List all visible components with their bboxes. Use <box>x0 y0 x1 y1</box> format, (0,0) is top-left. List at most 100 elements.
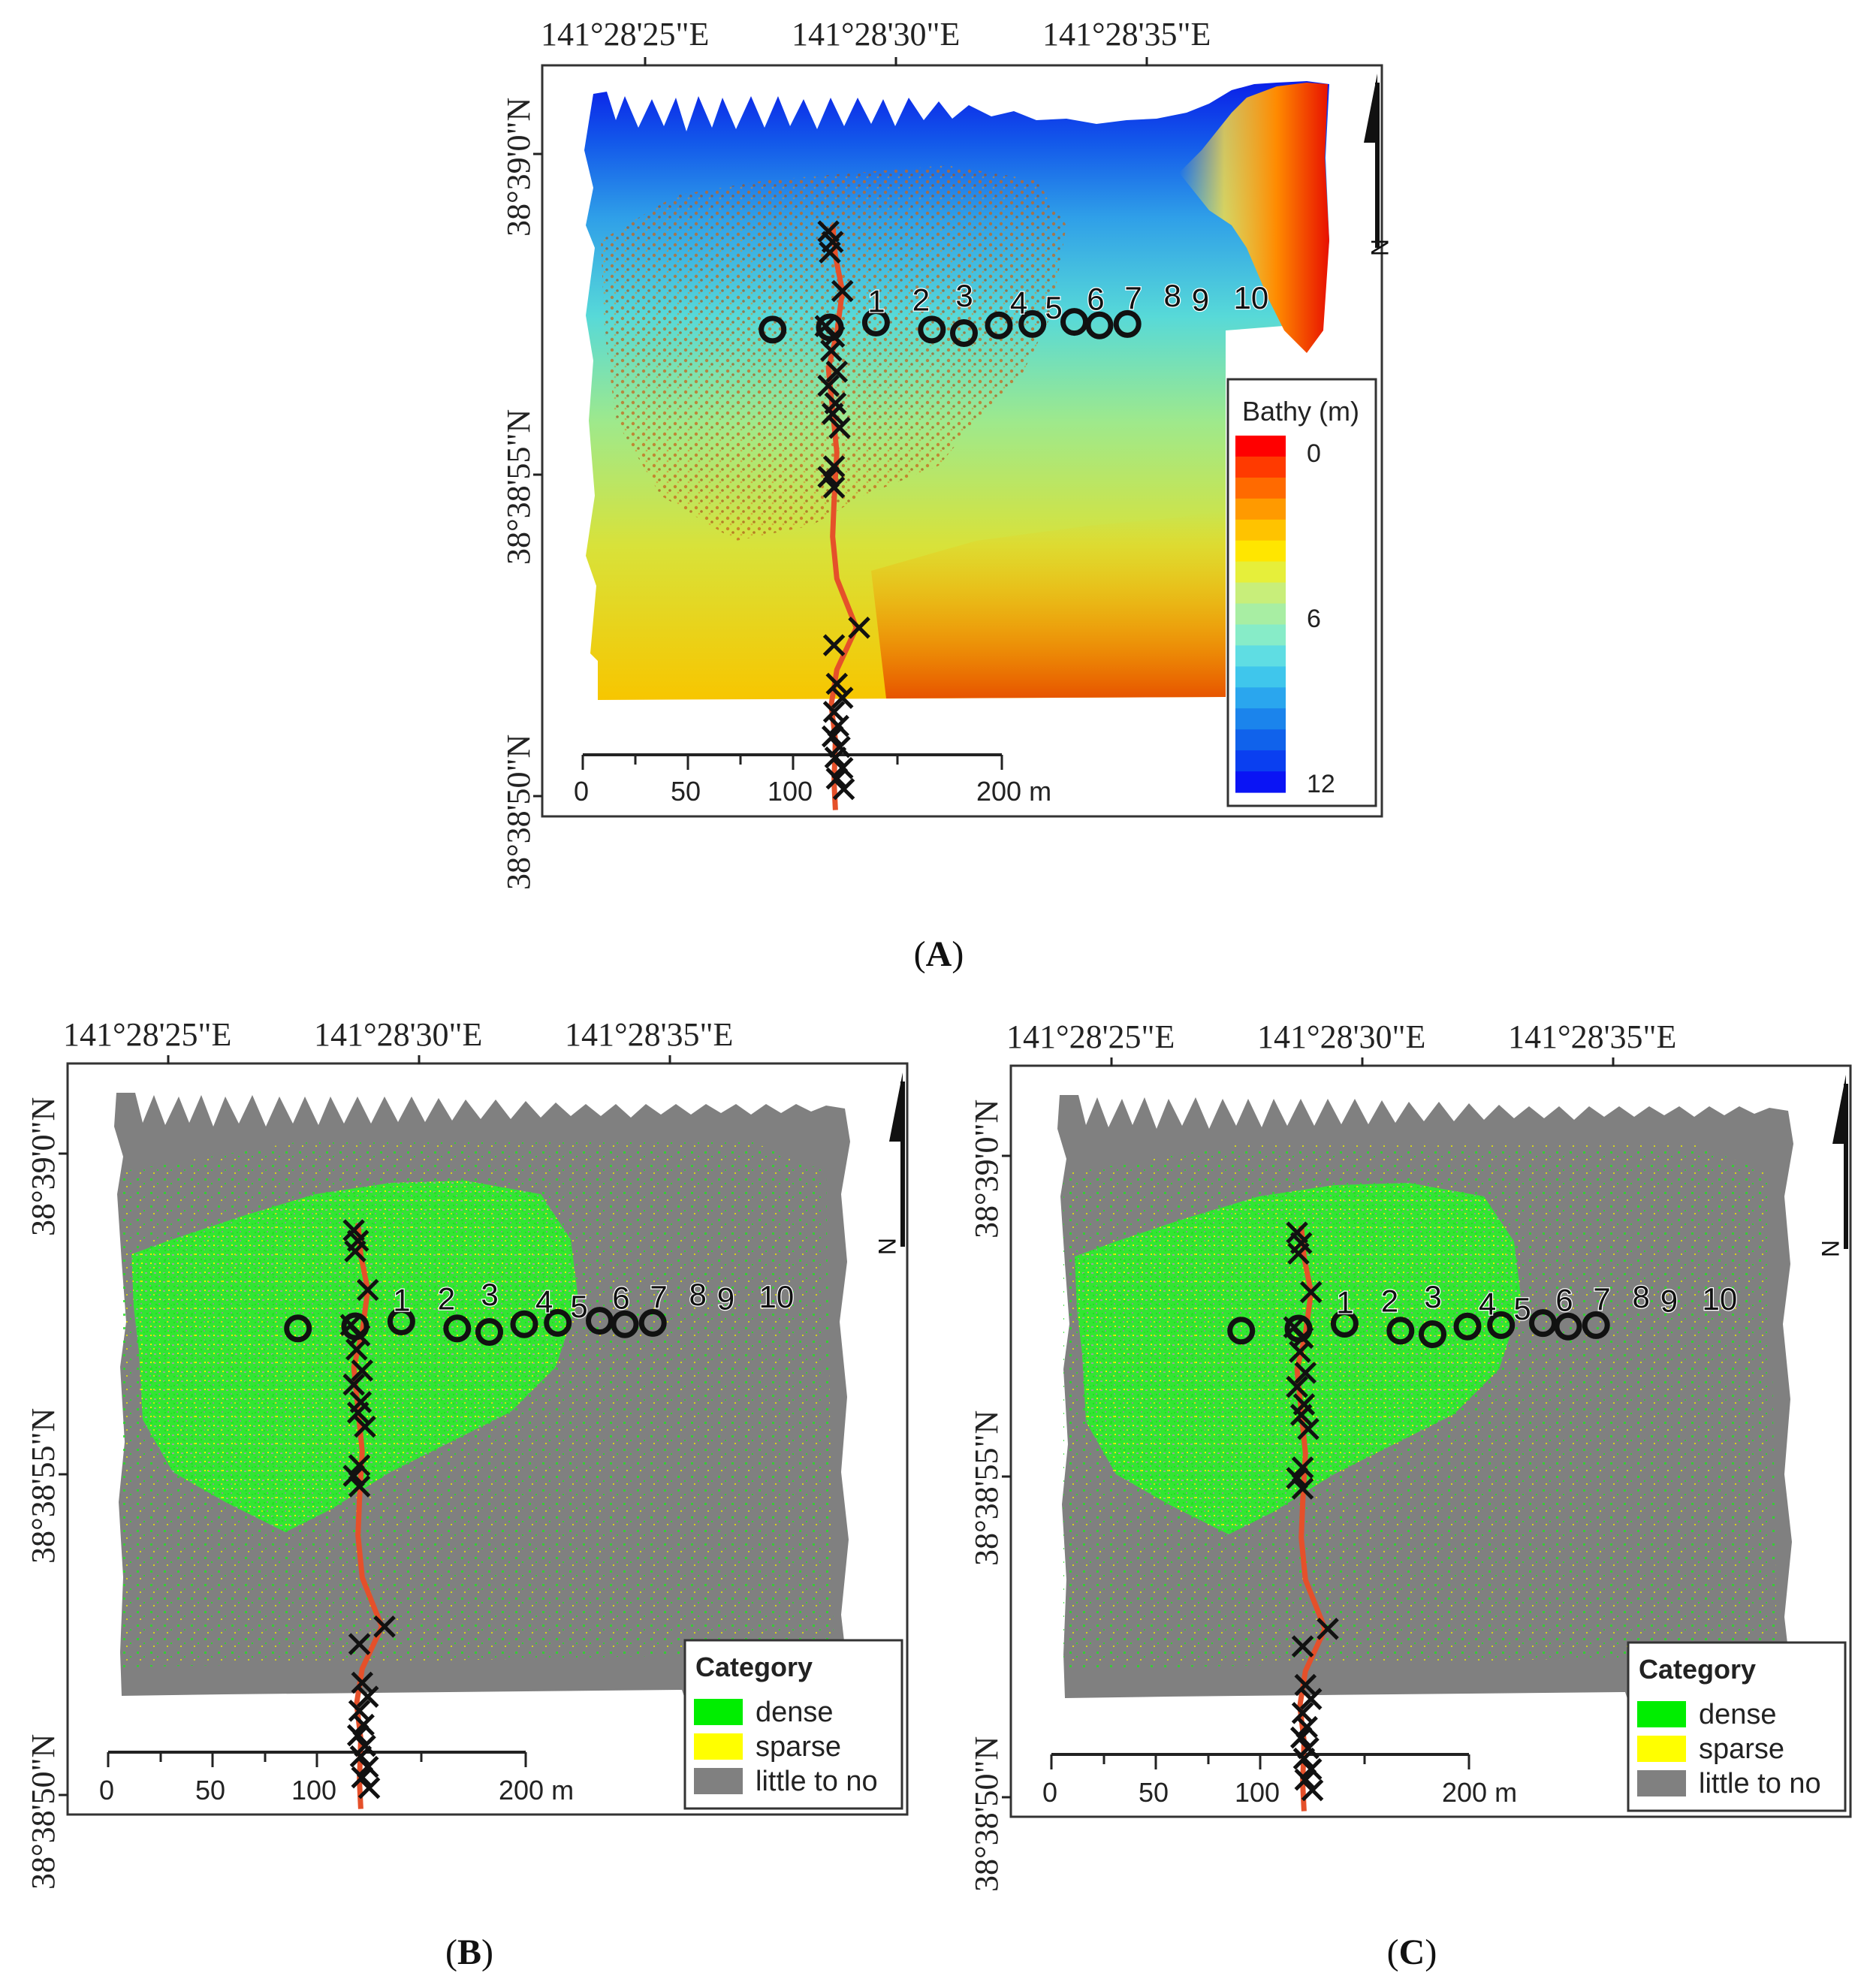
station-label-2: 2 <box>912 282 930 318</box>
panel-b-legend-label-little: little to no <box>756 1766 878 1797</box>
panel-c-legend-swatch-little <box>1637 1770 1686 1796</box>
panel-b-lat-label-3: 38°38'50"N <box>25 1734 62 1890</box>
legend-ramp-band <box>1235 666 1286 688</box>
panel-b-lat-label-2: 38°38'55"N <box>25 1408 62 1564</box>
panel-c-scale-tick-200: 200 m <box>1442 1777 1517 1808</box>
panel-a-lat-label-3: 38°38'50"N <box>500 735 537 890</box>
transect-point-marker <box>1317 1618 1339 1640</box>
station-label-4: 4 <box>1479 1286 1496 1321</box>
panel-b-survey-overlay: 1 2 3 4 5 6 7 8 9 10 <box>284 1219 795 1809</box>
legend-ramp-band <box>1235 519 1286 541</box>
transect-point-marker <box>1289 1726 1313 1749</box>
transect-point-marker <box>817 374 840 397</box>
panel-b-caption: (B) <box>445 1932 493 1972</box>
panel-c-lon-label-3: 141°28'35"E <box>1508 1018 1676 1055</box>
legend-ramp-band <box>1235 603 1286 625</box>
panel-a-lat-label-1: 38°39'0"N <box>500 98 537 237</box>
transect-point-marker <box>822 476 846 499</box>
panel-c-legend: Category dense sparse little to no <box>1627 1641 1847 1812</box>
station-marker-7 <box>544 1308 572 1337</box>
panel-a: Bathy (m) 0 6 12 0 50 100 200 m N <box>500 16 1393 974</box>
legend-ramp-band <box>1235 687 1286 709</box>
station-marker-1 <box>759 315 787 344</box>
station-marker-7 <box>1018 309 1047 338</box>
transect-point-marker <box>831 756 854 780</box>
station-label-7: 7 <box>1124 280 1142 315</box>
station-marker-6 <box>1453 1312 1482 1341</box>
transect-point-marker <box>357 1776 381 1799</box>
panel-b-lat-label-1: 38°39'0"N <box>25 1097 62 1236</box>
panel-a-caption: (A) <box>914 934 964 974</box>
panel-b-scale-tick-0: 0 <box>99 1775 114 1805</box>
panel-a-legend-color-ramp <box>1235 436 1286 793</box>
panel-c-lon-ticks <box>1110 1057 1615 1066</box>
transect-point-marker <box>832 777 855 801</box>
panel-a-legend-label-12: 12 <box>1307 770 1335 798</box>
transect-point-marker <box>351 1359 374 1382</box>
panel-c-legend-swatch-sparse <box>1637 1736 1686 1762</box>
station-marker-6 <box>510 1310 538 1338</box>
transect-point-marker <box>346 1401 369 1424</box>
transect-point-marker <box>349 1745 372 1768</box>
panel-b-scale-tick-50: 50 <box>195 1775 225 1805</box>
station-label-9: 9 <box>1660 1284 1678 1319</box>
transect-point-marker <box>1299 1688 1323 1710</box>
panel-b-lon-label-1: 141°28'25"E <box>63 1016 231 1053</box>
station-label-10: 10 <box>1234 280 1269 315</box>
legend-ramp-band <box>1235 729 1286 751</box>
transect-point-marker <box>1291 1635 1314 1658</box>
transect-point-marker <box>817 466 840 488</box>
panel-b-legend-swatch-little <box>694 1768 743 1794</box>
station-marker-1 <box>1227 1317 1256 1345</box>
station-marker-3 <box>387 1308 415 1335</box>
transect-point-marker <box>1301 1778 1324 1802</box>
panel-a-scale-tick-50: 50 <box>671 776 701 807</box>
transect-point-marker <box>1294 1673 1317 1697</box>
transect-point-marker <box>825 767 849 790</box>
transect-point-marker <box>831 279 854 303</box>
panel-b-legend: Category dense sparse little to no <box>683 1639 903 1810</box>
legend-ramp-band <box>1235 540 1286 563</box>
station-label-5: 5 <box>1045 290 1062 325</box>
transect-point-marker <box>821 725 844 748</box>
station-marker-2 <box>341 1312 369 1341</box>
transect-point-marker <box>825 360 849 383</box>
station-label-4: 4 <box>535 1284 553 1319</box>
panel-c-legend-swatch-dense <box>1637 1701 1686 1727</box>
transect-point-marker <box>352 1713 375 1736</box>
station-marker-4 <box>443 1314 472 1343</box>
panel-b-legend-swatch-sparse <box>694 1733 743 1760</box>
station-marker-5 <box>475 1318 503 1346</box>
legend-ramp-band <box>1235 561 1286 584</box>
legend-ramp-band <box>1235 750 1286 772</box>
station-marker-10 <box>1113 309 1142 338</box>
station-label-1: 1 <box>867 284 885 319</box>
legend-ramp-band <box>1235 498 1286 520</box>
panel-c-survey-overlay: 1 2 3 4 5 6 7 8 9 10 <box>1227 1221 1738 1812</box>
panel-c-scale-tick-100: 100 <box>1235 1777 1280 1808</box>
station-label-2: 2 <box>438 1281 455 1317</box>
panel-a-scale-bar: 0 50 100 200 m <box>574 753 1051 807</box>
station-marker-8 <box>1060 308 1088 336</box>
panel-a-scale-tick-100: 100 <box>768 776 813 807</box>
transect-point-marker <box>346 1724 369 1747</box>
station-marker-9 <box>611 1310 639 1338</box>
panel-c-lat-ticks <box>1002 1154 1011 1799</box>
station-label-1: 1 <box>393 1283 410 1318</box>
panel-a-lon-ticks <box>644 57 1148 66</box>
panel-a-legend-title: Bathy (m) <box>1242 396 1359 427</box>
station-marker-9 <box>1554 1312 1582 1341</box>
panel-b: Category dense sparse little to no 0 50 … <box>25 1016 909 1972</box>
panel-c-legend-title: Category <box>1639 1654 1756 1685</box>
panel-b-legend-title: Category <box>695 1652 813 1682</box>
panel-a-shore-shallow <box>1179 83 1329 353</box>
station-marker-3 <box>1330 1310 1359 1338</box>
panel-a-scale-tick-0: 0 <box>574 776 589 807</box>
station-label-5: 5 <box>1513 1291 1531 1326</box>
panel-b-scale-bar: 0 50 100 200 m <box>99 1751 574 1805</box>
panel-a-bathy-legend: Bathy (m) 0 6 12 <box>1226 378 1377 807</box>
panel-a-legend-label-6: 6 <box>1307 605 1321 633</box>
station-label-6: 6 <box>1555 1283 1573 1318</box>
legend-ramp-band <box>1235 624 1286 646</box>
